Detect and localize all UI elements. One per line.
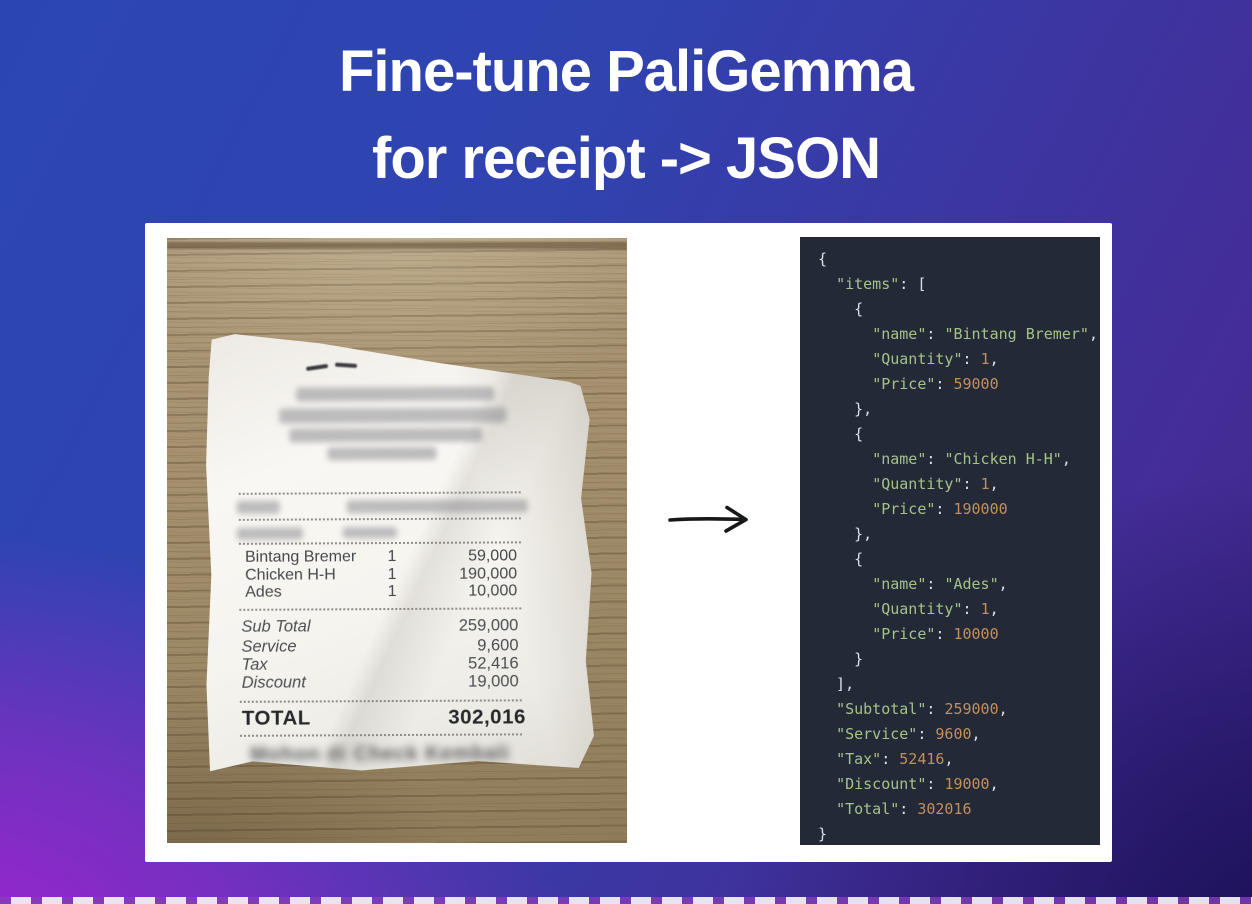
bottom-dashed-border xyxy=(0,897,1252,904)
blurred-phone-line xyxy=(327,447,436,461)
blurred-field xyxy=(237,501,280,514)
blurred-store-name xyxy=(296,386,494,401)
receipt-summary-row: Service 9,600 xyxy=(241,637,518,655)
summary-label: Service xyxy=(241,637,297,656)
item-name: Chicken H-H xyxy=(245,566,336,584)
item-qty: 1 xyxy=(387,548,397,566)
blurred-address-line xyxy=(289,428,482,443)
total-value: 302,016 xyxy=(448,705,526,729)
page-title: Fine-tune PaliGemma for receipt -> JSON xyxy=(0,28,1252,202)
summary-label: Tax xyxy=(241,655,268,674)
item-price: 59,000 xyxy=(468,547,518,565)
json-code: { "items": [ { "name": "Bintang Bremer",… xyxy=(818,250,1098,843)
item-qty: 1 xyxy=(387,583,397,601)
receipt-divider xyxy=(239,491,521,494)
receipt-item-row: Chicken H-H 1 190,000 xyxy=(245,565,517,583)
title-line-2: for receipt -> JSON xyxy=(372,126,881,191)
content-card: Bintang Bremer 1 59,000 Chicken H-H 1 19… xyxy=(145,223,1112,862)
receipt-divider xyxy=(239,517,521,520)
receipt-item-row: Ades 1 10,000 xyxy=(245,582,517,600)
receipt-divider xyxy=(239,541,521,544)
receipt-summary-row: Discount 19,000 xyxy=(242,673,519,691)
blurred-address-line xyxy=(279,407,506,423)
item-price: 10,000 xyxy=(468,582,518,600)
item-name: Bintang Bremer xyxy=(244,548,357,566)
receipt-item-row: Bintang Bremer 1 59,000 xyxy=(245,547,517,565)
staple-mark xyxy=(306,364,328,371)
json-output-panel: { "items": [ { "name": "Bintang Bremer",… xyxy=(800,237,1100,845)
receipt-divider xyxy=(240,733,522,736)
item-price: 190,000 xyxy=(459,565,518,583)
blurred-footer-note: Mohon di Check Kembali xyxy=(250,742,511,766)
staple-mark xyxy=(335,363,357,368)
summary-value: 9,600 xyxy=(477,636,519,655)
total-label: TOTAL xyxy=(241,706,311,730)
item-name: Ades xyxy=(245,583,282,601)
receipt-total-row: TOTAL 302,016 xyxy=(242,705,526,730)
right-arrow-icon xyxy=(668,505,748,533)
title-line-1: Fine-tune PaliGemma xyxy=(338,39,914,104)
receipt-divider xyxy=(239,607,521,610)
receipt-paper: Bintang Bremer 1 59,000 Chicken H-H 1 19… xyxy=(204,331,594,773)
receipt-photo: Bintang Bremer 1 59,000 Chicken H-H 1 19… xyxy=(167,238,627,843)
summary-value: 259,000 xyxy=(458,616,519,635)
receipt-summary-row: Sub Total 259,000 xyxy=(241,617,518,635)
receipt-divider xyxy=(240,699,522,702)
blurred-field xyxy=(237,528,303,540)
blurred-field xyxy=(343,527,397,538)
receipt-summary-row: Tax 52,416 xyxy=(242,655,519,673)
item-qty: 1 xyxy=(387,566,397,584)
summary-value: 52,416 xyxy=(468,654,519,673)
summary-value: 19,000 xyxy=(468,672,519,691)
summary-label: Discount xyxy=(241,673,306,692)
blurred-datetime xyxy=(347,499,528,513)
summary-label: Sub Total xyxy=(241,617,311,636)
